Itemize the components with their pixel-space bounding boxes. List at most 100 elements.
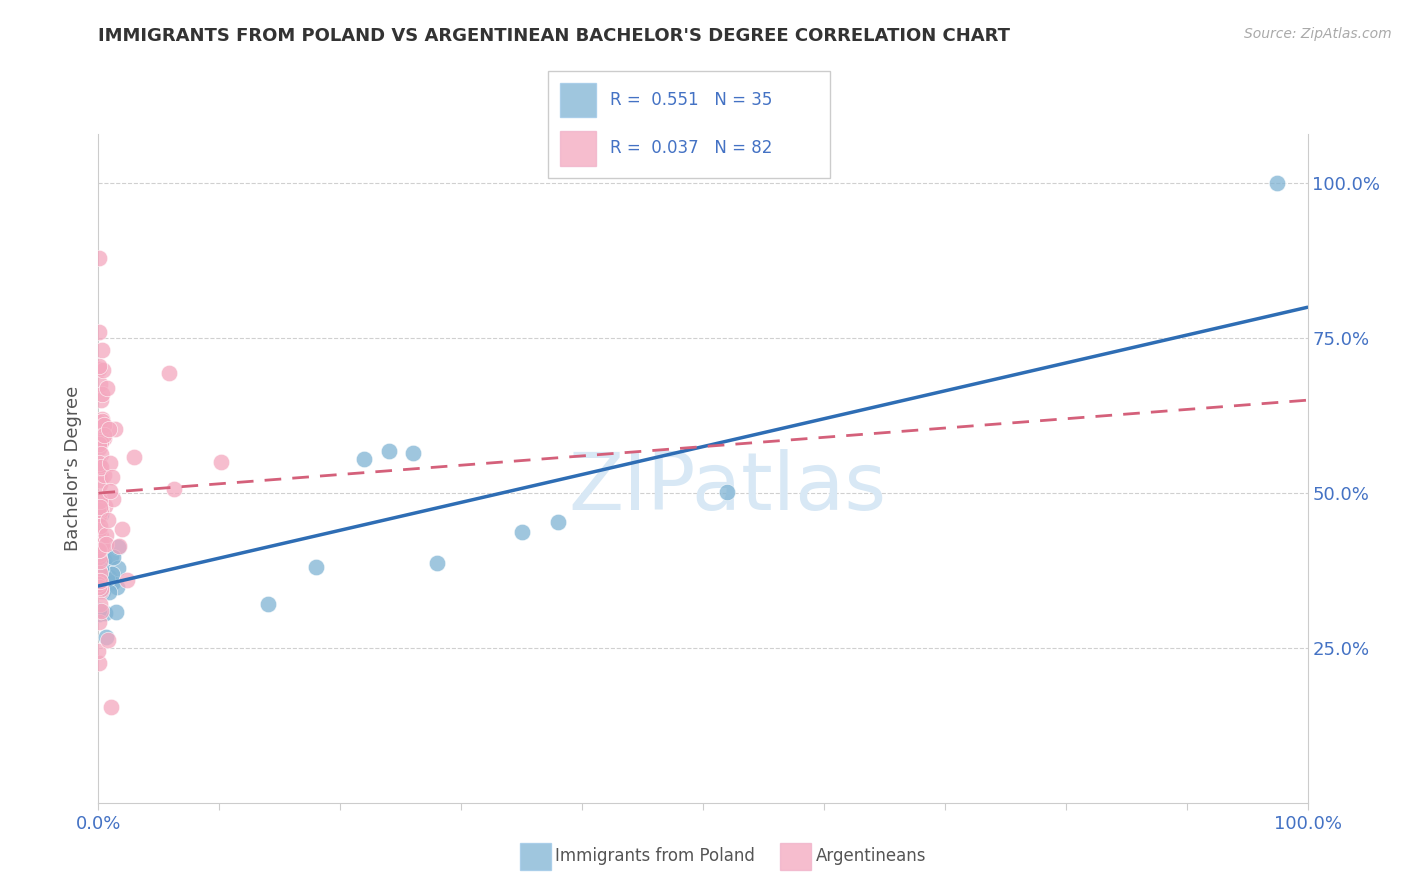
Point xyxy=(87,573,110,587)
Point xyxy=(115,574,138,588)
Point xyxy=(98,585,121,599)
Point xyxy=(90,605,112,619)
Point xyxy=(101,574,124,589)
Point xyxy=(87,467,110,481)
Point xyxy=(96,381,118,395)
Point xyxy=(87,577,110,591)
Point xyxy=(89,458,111,473)
Text: Source: ZipAtlas.com: Source: ZipAtlas.com xyxy=(1244,27,1392,41)
Point xyxy=(87,563,110,577)
Point xyxy=(89,494,111,508)
Point xyxy=(89,543,111,558)
Point xyxy=(90,582,112,597)
Point xyxy=(89,500,111,515)
Point xyxy=(90,434,112,449)
Point xyxy=(87,573,110,587)
Point xyxy=(87,508,110,523)
Point xyxy=(122,450,145,465)
Point xyxy=(1267,177,1289,191)
Point xyxy=(87,509,110,524)
Point xyxy=(107,561,129,575)
Point xyxy=(89,554,111,568)
Point xyxy=(91,540,114,554)
Point xyxy=(87,362,110,376)
Point xyxy=(87,543,110,558)
Point xyxy=(89,460,111,475)
Point xyxy=(87,456,110,470)
Point xyxy=(87,607,110,622)
Point xyxy=(98,422,121,436)
Point xyxy=(87,359,110,373)
Point xyxy=(353,452,375,467)
Point xyxy=(100,700,122,714)
Point xyxy=(91,584,114,599)
Text: Immigrants from Poland: Immigrants from Poland xyxy=(555,847,755,865)
Point xyxy=(89,473,111,487)
Point xyxy=(111,522,134,536)
Point xyxy=(98,456,121,470)
Point xyxy=(93,428,115,442)
Point xyxy=(90,507,112,521)
Point xyxy=(87,437,110,451)
Text: Argentineans: Argentineans xyxy=(815,847,927,865)
Point xyxy=(90,459,112,474)
Point xyxy=(87,603,110,617)
Point xyxy=(87,503,110,517)
Point xyxy=(89,615,111,630)
Point xyxy=(98,484,121,499)
Bar xyxy=(560,131,596,166)
Point xyxy=(87,508,110,522)
Point xyxy=(94,527,117,541)
Point xyxy=(510,524,533,539)
Text: R =  0.037   N = 82: R = 0.037 N = 82 xyxy=(610,139,772,157)
Point xyxy=(93,467,115,482)
Point xyxy=(96,630,118,644)
Bar xyxy=(560,83,596,118)
Point xyxy=(89,541,111,555)
Point xyxy=(90,447,112,461)
Point xyxy=(157,366,180,380)
Point xyxy=(91,411,114,425)
Point xyxy=(90,583,112,598)
Point xyxy=(89,519,111,533)
Point xyxy=(89,377,111,392)
Point xyxy=(97,513,120,527)
Point xyxy=(97,632,120,647)
Point xyxy=(89,503,111,517)
Point xyxy=(101,550,124,565)
Point xyxy=(426,556,449,570)
Point xyxy=(256,597,278,611)
Point xyxy=(87,523,110,537)
Point xyxy=(93,557,115,571)
Point xyxy=(93,418,115,433)
Point xyxy=(104,605,127,619)
Point xyxy=(87,430,110,444)
Point xyxy=(104,422,127,436)
Point xyxy=(89,574,111,588)
Point xyxy=(87,657,110,671)
Point xyxy=(94,606,117,620)
Point xyxy=(402,446,425,460)
Point xyxy=(89,476,111,491)
Point xyxy=(87,467,110,482)
Point xyxy=(89,580,111,594)
Point xyxy=(89,597,111,611)
Point xyxy=(90,529,112,543)
Text: ZIPatlas: ZIPatlas xyxy=(568,450,886,527)
Point xyxy=(377,444,399,458)
Point xyxy=(90,540,112,554)
Point xyxy=(87,441,110,455)
Point xyxy=(96,537,118,551)
Point xyxy=(90,393,112,408)
Point xyxy=(162,482,184,496)
Point xyxy=(305,559,328,574)
Point xyxy=(209,454,232,468)
Y-axis label: Bachelor's Degree: Bachelor's Degree xyxy=(65,385,83,551)
Point xyxy=(101,566,124,581)
Point xyxy=(87,492,110,507)
Point xyxy=(97,570,120,584)
Point xyxy=(91,540,114,554)
Point xyxy=(90,503,112,517)
Text: R =  0.551   N = 35: R = 0.551 N = 35 xyxy=(610,91,772,109)
Text: IMMIGRANTS FROM POLAND VS ARGENTINEAN BACHELOR'S DEGREE CORRELATION CHART: IMMIGRANTS FROM POLAND VS ARGENTINEAN BA… xyxy=(98,27,1011,45)
